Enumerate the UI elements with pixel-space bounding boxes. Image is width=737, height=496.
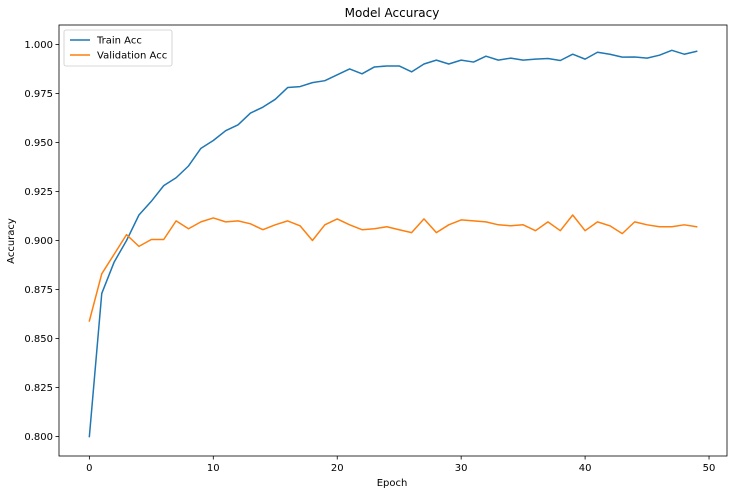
legend-label: Validation Acc <box>97 51 167 62</box>
series-line-validation-acc <box>88 214 698 322</box>
y-tick-label: 1.000 <box>24 40 53 51</box>
x-axis-label: Epoch <box>377 478 408 489</box>
x-axis: 0 10 20 30 40 50 <box>86 456 715 474</box>
x-tick-label: 40 <box>579 463 592 474</box>
y-axis: 0.800 0.825 0.850 0.875 0.900 0.925 0.950 0.975… <box>24 40 59 443</box>
x-tick-label: 10 <box>207 463 220 474</box>
y-tick-label: 0.900 <box>24 236 53 247</box>
y-axis-label: Accuracy <box>6 218 17 264</box>
y-tick-label: 0.875 <box>24 285 53 296</box>
x-tick-label: 20 <box>331 463 344 474</box>
y-tick-label: 0.825 <box>24 383 53 394</box>
y-tick-label: 0.950 <box>24 138 53 149</box>
y-tick-label: 0.850 <box>24 334 53 345</box>
chart-title: Model Accuracy <box>345 6 440 20</box>
y-tick-label: 0.925 <box>24 187 53 198</box>
series-layer <box>88 49 698 438</box>
x-tick-label: 50 <box>703 463 716 474</box>
legend-box <box>63 29 173 67</box>
y-tick-label: 0.800 <box>24 432 53 443</box>
plot-frame <box>58 24 728 457</box>
plot-area <box>58 24 728 457</box>
x-tick-label: 30 <box>455 463 468 474</box>
legend: Train Acc Validation Acc <box>63 29 173 67</box>
legend-label: Train Acc <box>96 36 142 47</box>
y-tick-label: 0.975 <box>24 89 53 100</box>
x-tick-label: 0 <box>86 463 92 474</box>
series-line-train-acc <box>88 49 698 438</box>
